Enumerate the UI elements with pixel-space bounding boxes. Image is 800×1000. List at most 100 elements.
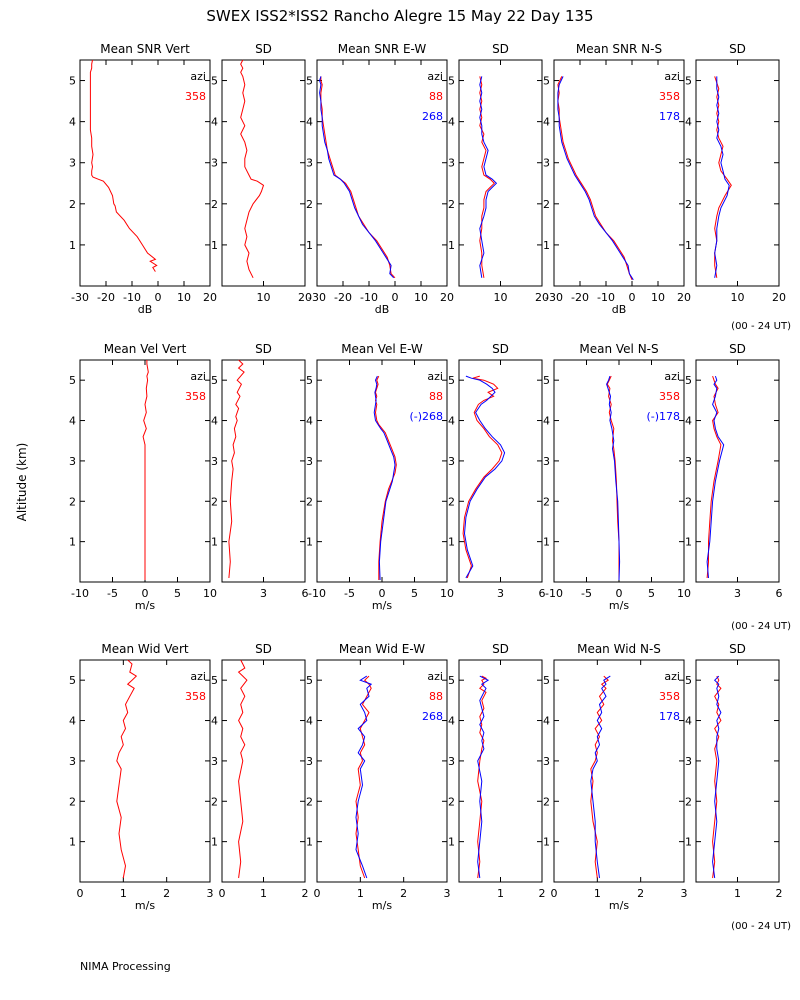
y-tick-label: 1 xyxy=(685,836,692,849)
x-tick-label: -5 xyxy=(581,587,592,600)
panel-frame xyxy=(316,59,448,287)
x-tick-label: 0 xyxy=(629,291,636,304)
y-tick-label: 2 xyxy=(211,495,218,508)
panel-11: Mean Vel N-S 1 2 3 4 5 -10 -5 0 5 10 m/s azi 358 (-)17… xyxy=(543,342,691,612)
x-tick-label: 1 xyxy=(260,887,267,900)
y-tick-label: 5 xyxy=(543,374,550,387)
legend-entry: 88 xyxy=(429,390,443,403)
series-line-red xyxy=(557,76,633,280)
y-tick-label: 3 xyxy=(448,455,455,468)
y-tick-label: 4 xyxy=(448,116,455,129)
x-tick-label: -10 xyxy=(308,587,326,600)
x-tick-label: 3 xyxy=(681,887,688,900)
y-tick-label: 2 xyxy=(211,795,218,808)
figure-title: SWEX ISS2*ISS2 Rancho Alegre 15 May 22 D… xyxy=(206,7,593,25)
y-tick-label: 3 xyxy=(543,157,550,170)
legend-entry: 178 xyxy=(659,110,680,123)
legend-entry: 88 xyxy=(429,90,443,103)
y-tick-label: 5 xyxy=(211,674,218,687)
x-tick-label: 3 xyxy=(260,587,267,600)
panel-frame xyxy=(221,59,306,287)
y-tick-label: 4 xyxy=(211,415,218,428)
y-tick-label: 3 xyxy=(211,455,218,468)
y-tick-label: 2 xyxy=(69,795,76,808)
x-tick-label: -10 xyxy=(123,291,141,304)
y-tick-label: 1 xyxy=(211,536,218,549)
y-tick-label: 1 xyxy=(306,239,313,252)
x-tick-label: 2 xyxy=(539,887,546,900)
panel-7: Mean Vel Vert 1 2 3 4 5 -10 -5 0 5 10 m/s azi 358 xyxy=(69,342,217,612)
x-tick-label: -20 xyxy=(334,291,352,304)
y-tick-label: 4 xyxy=(69,715,76,728)
series-line-blue xyxy=(706,375,725,579)
y-tick-label: 4 xyxy=(448,415,455,428)
y-tick-label: 4 xyxy=(306,415,313,428)
panel-title: Mean Vel Vert xyxy=(104,342,187,356)
legend-heading: azi xyxy=(427,670,443,683)
y-tick-label: 3 xyxy=(306,157,313,170)
y-tick-label: 2 xyxy=(685,795,692,808)
y-tick-label: 1 xyxy=(543,836,550,849)
x-tick-label: 2 xyxy=(637,887,644,900)
y-tick-label: 2 xyxy=(448,198,455,211)
x-tick-label: 1 xyxy=(357,887,364,900)
y-tick-label: 2 xyxy=(69,198,76,211)
panel-5: Mean SNR N-S 1 2 3 4 5 -30 -20 -10 0 10 20 dB azi 358 1… xyxy=(543,42,691,316)
legend-heading: azi xyxy=(664,370,680,383)
x-tick-label: 0 xyxy=(616,587,623,600)
series-line-red xyxy=(116,659,138,879)
panel-title: Mean SNR Vert xyxy=(100,42,190,56)
series-line-red xyxy=(590,675,610,879)
x-tick-label: -10 xyxy=(597,291,615,304)
y-tick-label: 2 xyxy=(306,795,313,808)
x-axis-label: m/s xyxy=(135,599,155,612)
y-tick-label: 3 xyxy=(69,455,76,468)
y-tick-label: 3 xyxy=(543,455,550,468)
panel-title: SD xyxy=(492,342,509,356)
panel-14: SD 1 2 3 4 5 0 1 2 xyxy=(211,642,309,900)
y-tick-label: 1 xyxy=(69,536,76,549)
x-tick-label: 3 xyxy=(444,887,451,900)
y-tick-label: 1 xyxy=(448,836,455,849)
y-tick-label: 3 xyxy=(685,755,692,768)
legend-heading: azi xyxy=(190,670,206,683)
panel-frame xyxy=(553,659,685,883)
y-tick-label: 5 xyxy=(69,75,76,88)
legend-entry: (-)178 xyxy=(646,410,680,423)
series-line-red xyxy=(320,76,396,279)
x-axis-label: m/s xyxy=(609,899,629,912)
panel-title: SD xyxy=(255,642,272,656)
series-line-red xyxy=(462,375,503,579)
series-line-red xyxy=(228,359,245,579)
panel-frame xyxy=(458,59,543,287)
series-line-red xyxy=(606,375,620,580)
x-tick-label: 10 xyxy=(440,587,454,600)
series-line-red xyxy=(477,675,488,879)
x-tick-label: -10 xyxy=(545,587,563,600)
series-line-blue xyxy=(463,375,506,579)
y-tick-label: 1 xyxy=(306,536,313,549)
time-range-label-row-3: (00 - 24 UT) xyxy=(731,921,791,932)
time-range-label-row-1: (00 - 24 UT) xyxy=(731,321,791,332)
x-tick-label: 2 xyxy=(163,887,170,900)
y-tick-label: 5 xyxy=(685,674,692,687)
legend-heading: azi xyxy=(664,70,680,83)
panel-15: Mean Wid E-W 1 2 3 4 5 0 1 2 3 m/s azi 88 268 xyxy=(306,642,451,912)
panel-frame xyxy=(316,359,448,583)
panel-title: Mean Wid E-W xyxy=(339,642,425,656)
legend-entry: 358 xyxy=(659,690,680,703)
panel-title: SD xyxy=(492,42,509,56)
series-line-blue xyxy=(373,375,396,581)
x-tick-label: 2 xyxy=(400,887,407,900)
y-tick-label: 4 xyxy=(685,415,692,428)
panel-2: SD 1 2 3 4 5 10 20 xyxy=(211,42,312,304)
x-tick-label: -30 xyxy=(308,291,326,304)
y-tick-label: 4 xyxy=(211,715,218,728)
x-tick-label: 2 xyxy=(776,887,783,900)
y-tick-label: 1 xyxy=(448,239,455,252)
x-tick-label: 0 xyxy=(392,291,399,304)
panel-18: SD 1 2 3 4 5 1 2 xyxy=(685,642,783,900)
legend-entry: 358 xyxy=(659,390,680,403)
x-tick-label: -5 xyxy=(107,587,118,600)
series-line-blue xyxy=(712,675,722,879)
